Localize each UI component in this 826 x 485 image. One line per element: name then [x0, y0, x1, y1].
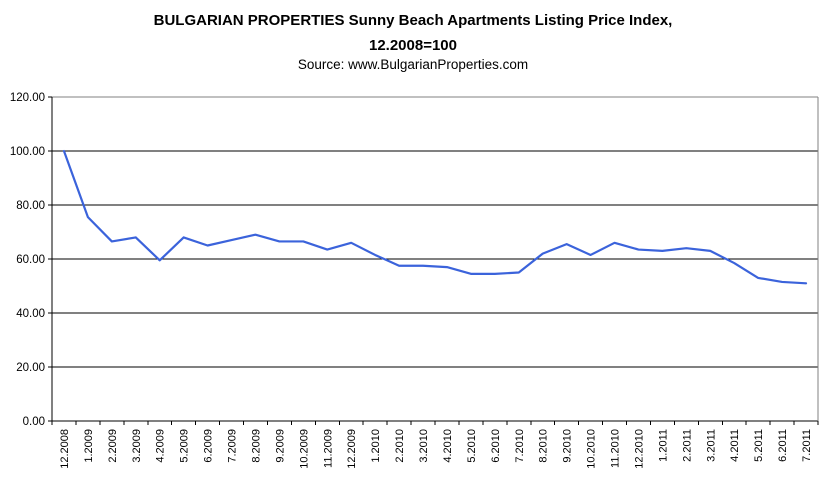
- chart-title-line2: 12.2008=100: [368, 37, 457, 54]
- y-axis-label: 60.00: [16, 254, 45, 266]
- x-axis-label: 9.2009: [274, 429, 286, 463]
- x-axis-label: 1.2011: [657, 429, 669, 462]
- x-axis-label: 3.2011: [705, 429, 717, 462]
- x-axis-label: 12.2009: [346, 429, 358, 469]
- x-axis-label: 11.2010: [610, 429, 622, 468]
- x-axis-label: 5.2011: [753, 429, 765, 462]
- x-axis-label: 6.2011: [777, 429, 789, 462]
- x-axis-label: 8.2009: [250, 429, 262, 463]
- chart-title: BULGARIAN PROPERTIES Sunny Beach Apartme…: [0, 8, 826, 58]
- x-axis-label: 2.2011: [681, 429, 693, 462]
- x-axis-label: 5.2010: [466, 429, 478, 463]
- y-axis-label: 20.00: [16, 362, 45, 374]
- x-axis-label: 7.2011: [801, 429, 813, 462]
- x-axis-label: 7.2010: [514, 429, 526, 463]
- y-axis-label: 80.00: [16, 200, 45, 212]
- x-axis-label: 10.2009: [298, 429, 310, 469]
- x-axis-label: 12.2008: [59, 429, 71, 469]
- x-axis-label: 2.2010: [394, 429, 406, 463]
- x-axis-label: 5.2009: [179, 429, 191, 463]
- x-axis-label: 11.2009: [322, 429, 334, 468]
- chart-title-line1: BULGARIAN PROPERTIES Sunny Beach Apartme…: [153, 12, 673, 29]
- x-axis-label: 9.2010: [562, 429, 574, 463]
- y-axis-label: 100.00: [10, 146, 45, 158]
- x-axis-label: 3.2010: [418, 429, 430, 463]
- x-axis-label: 6.2009: [203, 429, 215, 463]
- x-axis-label: 10.2010: [586, 429, 598, 469]
- x-axis-label: 2.2009: [107, 429, 119, 463]
- x-axis-label: 4.2011: [729, 429, 741, 462]
- x-axis-label: 1.2010: [370, 429, 382, 463]
- x-axis-label: 7.2009: [227, 429, 239, 463]
- x-axis-label: 3.2009: [131, 429, 143, 463]
- x-axis-label: 1.2009: [83, 429, 95, 463]
- y-axis-label: 120.00: [10, 92, 45, 104]
- x-axis-label: 4.2009: [155, 429, 167, 463]
- x-axis-label: 12.2010: [633, 429, 645, 469]
- x-axis-label: 8.2010: [538, 429, 550, 463]
- x-axis-label: 6.2010: [490, 429, 502, 463]
- y-axis-label: 40.00: [16, 308, 45, 320]
- x-axis-label: 4.2010: [442, 429, 454, 463]
- y-axis-label: 0.00: [23, 416, 45, 428]
- chart-source-caption: Source: www.BulgarianProperties.com: [297, 57, 529, 72]
- price-index-series-line: [62, 149, 808, 285]
